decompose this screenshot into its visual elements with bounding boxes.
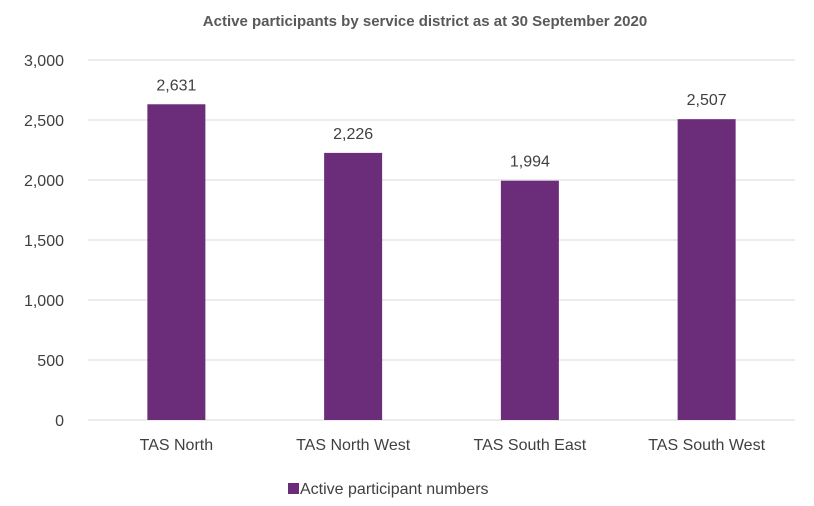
y-axis-tick-labels: 0 500 1,000 1,500 2,000 2,500 3,000 [24, 53, 64, 430]
data-label: 2,226 [333, 126, 373, 143]
legend-label: Active participant numbers [300, 481, 489, 498]
x-category-label: TAS South East [474, 437, 587, 454]
y-tick-label: 0 [55, 413, 64, 430]
gridlines [88, 59, 795, 421]
bar [324, 152, 383, 420]
x-category-label: TAS North West [296, 437, 411, 454]
legend: Active participant numbers [288, 481, 489, 498]
bars [147, 104, 736, 420]
y-tick-label: 3,000 [24, 53, 64, 70]
legend-swatch [288, 483, 299, 494]
bar [500, 180, 559, 420]
data-label: 1,994 [510, 154, 550, 171]
y-tick-label: 1,500 [24, 233, 64, 250]
data-labels: 2,631 2,226 1,994 2,507 [156, 77, 726, 170]
bar [147, 104, 206, 420]
data-label: 2,631 [156, 77, 196, 94]
x-axis-category-labels: TAS North TAS North West TAS South East TAS… [140, 437, 766, 454]
y-tick-label: 2,000 [24, 173, 64, 190]
x-category-label: TAS North [140, 437, 214, 454]
y-tick-label: 2,500 [24, 113, 64, 130]
x-category-label: TAS South West [648, 437, 765, 454]
bar [677, 119, 736, 420]
y-tick-label: 1,000 [24, 293, 64, 310]
chart-title: Active participants by service district … [203, 13, 647, 30]
data-label: 2,507 [687, 92, 727, 109]
y-tick-label: 500 [37, 353, 64, 370]
